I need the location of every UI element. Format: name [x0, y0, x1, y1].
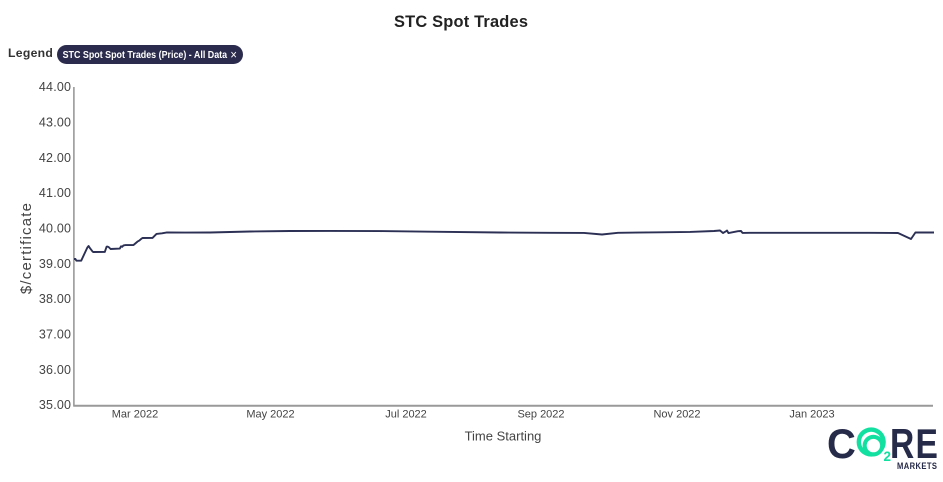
- svg-text:41.00: 41.00: [39, 186, 71, 200]
- svg-text:Nov 2022: Nov 2022: [653, 409, 700, 421]
- svg-text:$/certificate: $/certificate: [18, 202, 35, 294]
- svg-text:Jan 2023: Jan 2023: [789, 409, 834, 421]
- svg-text:Sep 2022: Sep 2022: [517, 409, 564, 421]
- svg-text:42.00: 42.00: [39, 151, 71, 165]
- svg-text:43.00: 43.00: [39, 116, 71, 130]
- svg-text:44.00: 44.00: [39, 80, 71, 94]
- svg-text:36.00: 36.00: [39, 363, 71, 377]
- svg-text:37.00: 37.00: [39, 328, 71, 342]
- svg-text:38.00: 38.00: [39, 292, 71, 306]
- svg-text:39.00: 39.00: [39, 257, 71, 271]
- svg-text:May 2022: May 2022: [246, 409, 294, 421]
- svg-text:Jul 2022: Jul 2022: [385, 409, 427, 421]
- svg-text:40.00: 40.00: [39, 222, 71, 236]
- svg-text:Mar 2022: Mar 2022: [112, 409, 158, 421]
- svg-text:35.00: 35.00: [39, 398, 71, 412]
- svg-text:Time Starting: Time Starting: [465, 429, 542, 444]
